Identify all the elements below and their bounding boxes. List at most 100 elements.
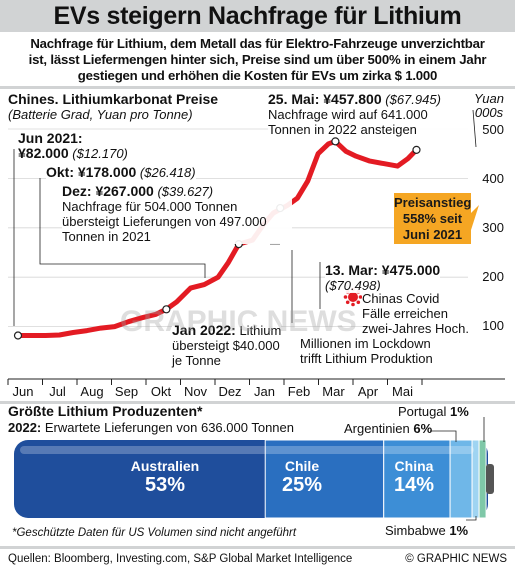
subhead: Nachfrage für Lithium, dem Metall das fü…: [4, 36, 511, 84]
covid-icon-spike: [351, 302, 355, 307]
annotation-okt: Okt: ¥178.000 ($26.418): [46, 165, 196, 180]
y-tick-label: 300: [482, 220, 504, 235]
segment-name: China: [394, 458, 434, 474]
price-increase-line: 558% seit: [402, 211, 463, 226]
battery-terminal: [486, 464, 494, 494]
y-axis-label: Yuan 000s: [469, 92, 509, 120]
segment-value: 14%: [393, 474, 435, 496]
label-argentinien-value: 6%: [413, 421, 433, 436]
annotation-dez-usd: ($39.627): [157, 184, 214, 199]
annotation-okt-price: Okt: ¥178.000: [46, 164, 137, 180]
annotation-jan: Jan 2022: Lithium übersteigt $40.000 je …: [172, 322, 282, 368]
annotation-mai-price: 25. Mai: ¥457.800: [268, 91, 382, 107]
annotation-dez-text: übersteigt Lieferungen von 497.000: [62, 214, 267, 229]
annotation-jun-usd: ($12.170): [72, 146, 128, 161]
annotation-dez: Dez: ¥267.000 ($39.627) Nachfrage für 50…: [62, 184, 292, 244]
segment-label-chile: Chile 25%: [262, 458, 342, 497]
annotation-dez-text: Nachfrage für 504.000 Tonnen: [62, 199, 238, 214]
label-portugal-name: Portugal: [398, 404, 447, 419]
annotation-mai-usd: ($67.945): [385, 92, 441, 107]
x-tick-label: Aug: [80, 384, 104, 399]
producers-subtitle: 2022: Erwartete Lieferungen von 636.000 …: [8, 420, 294, 435]
segment-label-australien: Australien 53%: [80, 458, 250, 497]
x-tick-label: Jan: [254, 384, 275, 399]
covid-icon-spike: [345, 300, 350, 305]
battery-segment: [449, 439, 473, 519]
x-tick-label: Okt: [150, 384, 172, 399]
label-portugal: Portugal 1%: [398, 404, 469, 419]
annotation-jan-text: je Tonne: [172, 353, 221, 368]
label-simbabwe-name: Simbabwe: [385, 523, 446, 538]
watermark: GRAPHIC NEWS: [120, 305, 357, 338]
annotation-mar-text: Chinas Covid: [362, 291, 440, 306]
label-argentinien-name: Argentinien: [344, 421, 410, 436]
segment-name: Australien: [130, 458, 200, 474]
producers-subtitle-text: Erwartete Lieferungen von 636.000 Tonnen: [44, 420, 294, 435]
y-tick-label: 500: [482, 122, 504, 137]
y-tick-label: 200: [482, 269, 504, 284]
annotation-dez-price: Dez: ¥267.000: [62, 183, 154, 199]
leader-simbabwe: [466, 516, 477, 521]
segment-value: 53%: [144, 474, 186, 496]
y-axis-label-line: Yuan: [474, 91, 504, 106]
annotation-okt-usd: ($26.418): [139, 165, 196, 180]
y-tick-label: 100: [482, 318, 504, 333]
producers-title: Größte Lithium Produzenten*: [8, 403, 203, 419]
data-point: [331, 137, 340, 146]
annotation-mar-covid: Chinas Covid Fälle erreichen zwei-Jahres…: [362, 291, 469, 336]
segment-name: Chile: [284, 458, 320, 474]
series-line: [15, 138, 419, 338]
x-tick-label: Sep: [114, 384, 139, 399]
credit: © GRAPHIC NEWS: [405, 553, 507, 565]
annotation-mai-text: Tonnen in 2022 ansteigen: [268, 122, 417, 137]
battery-segment: [478, 439, 487, 519]
x-tick-label: Mar: [322, 384, 345, 399]
headline: EVs steigern Nachfrage für Lithium: [0, 0, 515, 32]
separator: [0, 401, 515, 404]
leader-mai: [472, 109, 477, 148]
footnote: *Geschützte Daten für US Volumen sind ni…: [12, 527, 297, 539]
subhead-line: Nachfrage für Lithium, dem Metall das fü…: [30, 36, 485, 51]
annotation-jan-text: Lithium: [239, 323, 282, 338]
covid-icon-spike: [358, 295, 363, 299]
price-increase-line: Juni 2021: [402, 227, 463, 242]
annotation-jan-date: Jan 2022:: [172, 322, 236, 338]
price-increase-line: Preisanstieg: [394, 195, 472, 210]
label-argentinien: Argentinien 6%: [344, 421, 432, 436]
separator: [0, 546, 515, 549]
x-tick-label: Jun: [12, 384, 34, 399]
battery-segment: [471, 439, 480, 519]
x-tick-label: Feb: [287, 384, 311, 399]
chart-subtitle: (Batterie Grad, Yuan pro Tonne): [8, 107, 193, 122]
annotation-jun-date: Jun 2021:: [18, 130, 83, 146]
y-axis-label-line: 000s: [474, 105, 504, 120]
leader-okt: [39, 178, 206, 278]
x-tick-label: Dez: [218, 384, 242, 399]
leader-argentinien: [430, 430, 457, 442]
annotation-mar-text: trifft Lithium Produktion: [300, 351, 433, 366]
covid-icon: [348, 292, 358, 302]
subhead-line: ist, lässt Liefermengen hinter sich, Pre…: [28, 52, 487, 67]
price-increase-box: Preisanstieg 558% seit Juni 2021: [394, 193, 471, 244]
covid-icon-spike: [356, 300, 361, 305]
sources: Quellen: Bloomberg, Investing.com, S&P G…: [8, 553, 353, 565]
data-point: [13, 331, 23, 340]
annotation-jan-text: übersteigt $40.000: [172, 338, 280, 353]
segment-label-china: China 14%: [386, 458, 442, 497]
producers-subtitle-year: 2022:: [8, 420, 42, 435]
y-tick-label: 400: [482, 171, 504, 186]
label-portugal-value: 1%: [450, 404, 469, 419]
annotation-mar-text: zwei-Jahres Hoch.: [362, 321, 469, 336]
annotation-jun-price: ¥82.000: [18, 145, 69, 161]
separator: [0, 86, 515, 89]
price-box-pointer: [471, 205, 479, 230]
segment-value: 25%: [281, 474, 323, 496]
annotation-mai-text: Nachfrage wird auf 641.000: [268, 107, 428, 122]
label-simbabwe-value: 1%: [449, 523, 469, 538]
annotation-dez-text: Tonnen in 2021: [62, 229, 151, 244]
annotation-mar-lockdown: Millionen im Lockdown trifft Lithium Pro…: [300, 336, 433, 366]
annotation-mar: 13. Mar: ¥475.000 ($70.498): [325, 263, 441, 293]
annotation-mar-usd: ($70.498): [325, 278, 381, 293]
x-tick-label: Mai: [392, 384, 413, 399]
annotation-mar-text: Millionen im Lockdown: [300, 336, 431, 351]
